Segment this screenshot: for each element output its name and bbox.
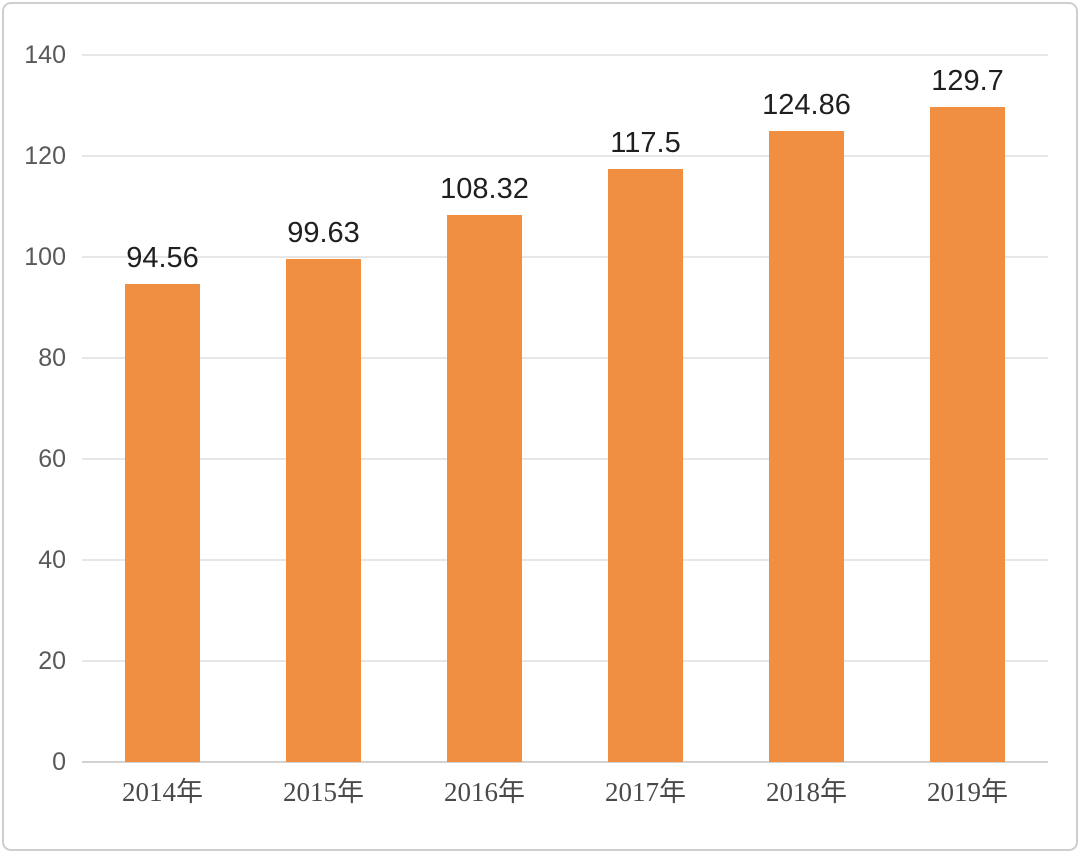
x-axis-tick-label: 2015年	[283, 777, 364, 807]
bar-value-label: 99.63	[287, 216, 360, 249]
bar-2019年	[930, 107, 1005, 762]
gridline	[82, 660, 1048, 662]
bar-value-label: 94.56	[126, 242, 199, 275]
bar-value-label: 108.32	[440, 172, 529, 205]
bar-value-label: 124.86	[762, 89, 851, 122]
y-axis-tick-label: 140	[24, 41, 66, 69]
gridline	[82, 559, 1048, 561]
y-axis-tick-label: 0	[52, 748, 66, 776]
bar-2018年	[769, 131, 844, 762]
gridline	[82, 54, 1048, 56]
y-axis-tick-label: 100	[24, 243, 66, 271]
gridline	[82, 256, 1048, 258]
bar-2015年	[286, 258, 361, 762]
gridline	[82, 357, 1048, 359]
gridline	[82, 458, 1048, 460]
bar-2016年	[447, 214, 522, 762]
x-axis-tick-label: 2019年	[927, 777, 1008, 807]
y-axis-tick-label: 20	[38, 647, 66, 675]
plot-area: 94.56 99.63 108.32 117.5 124.86 129.7	[82, 54, 1048, 763]
y-axis-tick-label: 40	[38, 546, 66, 574]
bar-2014年	[125, 284, 200, 762]
x-axis-tick-label: 2016年	[444, 777, 525, 807]
gridline	[82, 155, 1048, 157]
x-axis-line	[82, 761, 1048, 763]
y-axis-tick-label: 80	[38, 344, 66, 372]
y-axis-tick-label: 120	[24, 142, 66, 170]
y-axis-tick-label: 60	[38, 445, 66, 473]
x-axis-tick-label: 2017年	[605, 777, 686, 807]
bar-value-label: 129.7	[931, 65, 1004, 98]
bar-value-label: 117.5	[610, 126, 681, 159]
bar-2017年	[608, 168, 683, 762]
x-axis-tick-label: 2014年	[122, 777, 203, 807]
x-axis-tick-label: 2018年	[766, 777, 847, 807]
